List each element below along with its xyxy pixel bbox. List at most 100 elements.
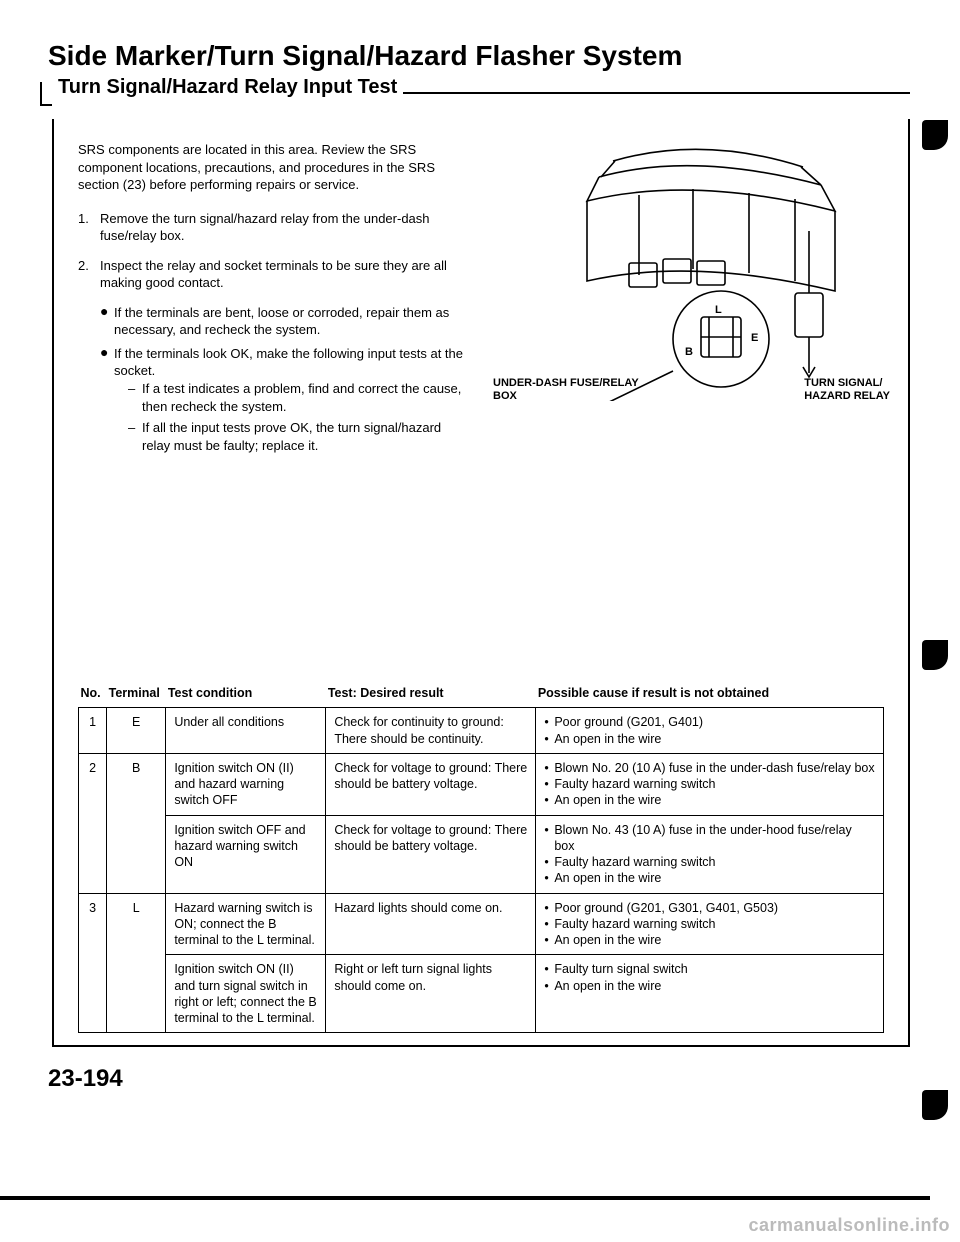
cell-condition: Ignition switch OFF and hazard warning s… xyxy=(166,815,326,893)
cause-text: An open in the wire xyxy=(554,731,661,747)
cell-terminal: E xyxy=(107,708,166,754)
table-row: 2BIgnition switch ON (II) and hazard war… xyxy=(79,753,884,815)
cell-cause: • Blown No. 20 (10 A) fuse in the under-… xyxy=(536,753,884,815)
table-row: 3LHazard warning switch is ON; connect t… xyxy=(79,893,884,955)
right-column: L B E UNDER-DASH FUSE/RELAY BOX TURN SIG… xyxy=(493,141,884,521)
cell-cause: • Poor ground (G201, G301, G401, G503)• … xyxy=(536,893,884,955)
cell-result: Check for voltage to ground: There shoul… xyxy=(326,815,536,893)
cause-text: Blown No. 20 (10 A) fuse in the under-da… xyxy=(554,760,874,776)
cause-item: • Blown No. 20 (10 A) fuse in the under-… xyxy=(544,760,875,776)
cause-item: • Blown No. 43 (10 A) fuse in the under-… xyxy=(544,822,875,855)
cause-text: Faulty hazard warning switch xyxy=(554,776,715,792)
bracket-decor xyxy=(40,82,52,106)
cause-item: • An open in the wire xyxy=(544,932,875,948)
dash-list: – If a test indicates a problem, find an… xyxy=(128,380,469,454)
subtitle-rule xyxy=(403,82,910,94)
cell-result: Hazard lights should come on. xyxy=(326,893,536,955)
cause-text: An open in the wire xyxy=(554,870,661,886)
test-table: No. Terminal Test condition Test: Desire… xyxy=(78,681,884,1033)
step-text: Inspect the relay and socket terminals t… xyxy=(100,257,469,292)
step-number: 2. xyxy=(78,257,100,292)
cause-item: • Faulty hazard warning switch xyxy=(544,776,875,792)
bullet-icon: • xyxy=(544,978,554,994)
cause-item: • An open in the wire xyxy=(544,792,875,808)
step-number: 1. xyxy=(78,210,100,245)
dash-text: If all the input tests prove OK, the tur… xyxy=(142,419,469,454)
cell-result: Right or left turn signal lights should … xyxy=(326,955,536,1033)
label-line: UNDER-DASH FUSE/RELAY xyxy=(493,377,639,389)
col-condition: Test condition xyxy=(166,681,326,708)
cause-item: • An open in the wire xyxy=(544,978,875,994)
bullet-icon: • xyxy=(544,822,554,855)
bullet-icon: • xyxy=(544,932,554,948)
cell-cause: • Poor ground (G201, G401)• An open in t… xyxy=(536,708,884,754)
table-header-row: No. Terminal Test condition Test: Desire… xyxy=(79,681,884,708)
bullet-icon: • xyxy=(544,760,554,776)
dash-icon: – xyxy=(128,380,142,415)
cause-text: An open in the wire xyxy=(554,978,661,994)
test-table-wrap: No. Terminal Test condition Test: Desire… xyxy=(78,681,884,1033)
diagram-label-box: UNDER-DASH FUSE/RELAY BOX xyxy=(493,377,639,403)
cell-condition: Ignition switch ON (II) and hazard warni… xyxy=(166,753,326,815)
cause-text: Blown No. 43 (10 A) fuse in the under-ho… xyxy=(554,822,875,855)
cause-item: • Poor ground (G201, G401) xyxy=(544,714,875,730)
cause-item: • Faulty turn signal switch xyxy=(544,961,875,977)
step-2: 2. Inspect the relay and socket terminal… xyxy=(78,257,469,292)
cell-no: 2 xyxy=(79,753,107,893)
label-line: TURN SIGNAL/ xyxy=(804,377,882,389)
bullet-icon: • xyxy=(544,961,554,977)
cause-item: • Poor ground (G201, G301, G401, G503) xyxy=(544,900,875,916)
left-column: SRS components are located in this area.… xyxy=(78,141,469,521)
cell-condition: Under all conditions xyxy=(166,708,326,754)
side-tab-icon xyxy=(922,1090,948,1120)
col-terminal: Terminal xyxy=(107,681,166,708)
bullet-text: If the terminals look OK, make the follo… xyxy=(114,345,469,458)
cause-item: • An open in the wire xyxy=(544,731,875,747)
cell-condition: Ignition switch ON (II) and turn signal … xyxy=(166,955,326,1033)
cause-item: • Faulty hazard warning switch xyxy=(544,854,875,870)
bullet-icon: • xyxy=(544,916,554,932)
cause-text: Faulty hazard warning switch xyxy=(554,854,715,870)
bullet-icon: • xyxy=(544,714,554,730)
bottom-rule xyxy=(0,1196,930,1200)
subtitle-row: Turn Signal/Hazard Relay Input Test xyxy=(40,76,910,99)
bullet-icon: • xyxy=(544,792,554,808)
watermark-text: carmanualsonline.info xyxy=(748,1215,950,1236)
pin-b-label: B xyxy=(685,346,693,358)
cause-text: Faulty hazard warning switch xyxy=(554,916,715,932)
cell-no: 1 xyxy=(79,708,107,754)
table-row: Ignition switch ON (II) and turn signal … xyxy=(79,955,884,1033)
bullet-icon: • xyxy=(544,731,554,747)
bullet-item: ● If the terminals look OK, make the fol… xyxy=(100,345,469,458)
dash-text: If a test indicates a problem, find and … xyxy=(142,380,469,415)
step-text: Remove the turn signal/hazard relay from… xyxy=(100,210,469,245)
bullet-icon: • xyxy=(544,900,554,916)
bullet-icon: • xyxy=(544,854,554,870)
step-1: 1. Remove the turn signal/hazard relay f… xyxy=(78,210,469,245)
bullet-item: ● If the terminals are bent, loose or co… xyxy=(100,304,469,339)
table-row: Ignition switch OFF and hazard warning s… xyxy=(79,815,884,893)
bullet-icon: • xyxy=(544,870,554,886)
fuse-relay-diagram: L B E xyxy=(543,141,863,401)
cell-terminal: B xyxy=(107,753,166,893)
cause-item: • Faulty hazard warning switch xyxy=(544,916,875,932)
cell-condition: Hazard warning switch is ON; connect the… xyxy=(166,893,326,955)
cause-text: An open in the wire xyxy=(554,792,661,808)
pin-l-label: L xyxy=(715,304,722,316)
page-number: 23-194 xyxy=(48,1065,910,1093)
cell-cause: • Blown No. 43 (10 A) fuse in the under-… xyxy=(536,815,884,893)
bullet-icon: • xyxy=(544,776,554,792)
cause-item: • An open in the wire xyxy=(544,870,875,886)
cause-text: Faulty turn signal switch xyxy=(554,961,687,977)
label-line: HAZARD RELAY xyxy=(804,390,890,402)
bullet-text: If the terminals are bent, loose or corr… xyxy=(114,304,469,339)
col-no: No. xyxy=(79,681,107,708)
cause-text: Poor ground (G201, G301, G401, G503) xyxy=(554,900,778,916)
label-line: BOX xyxy=(493,390,517,402)
cell-result: Check for continuity to ground: There sh… xyxy=(326,708,536,754)
content-frame: SRS components are located in this area.… xyxy=(52,119,910,1047)
dash-item: – If a test indicates a problem, find an… xyxy=(128,380,469,415)
intro-paragraph: SRS components are located in this area.… xyxy=(78,141,469,194)
col-result: Test: Desired result xyxy=(326,681,536,708)
table-row: 1EUnder all conditionsCheck for continui… xyxy=(79,708,884,754)
